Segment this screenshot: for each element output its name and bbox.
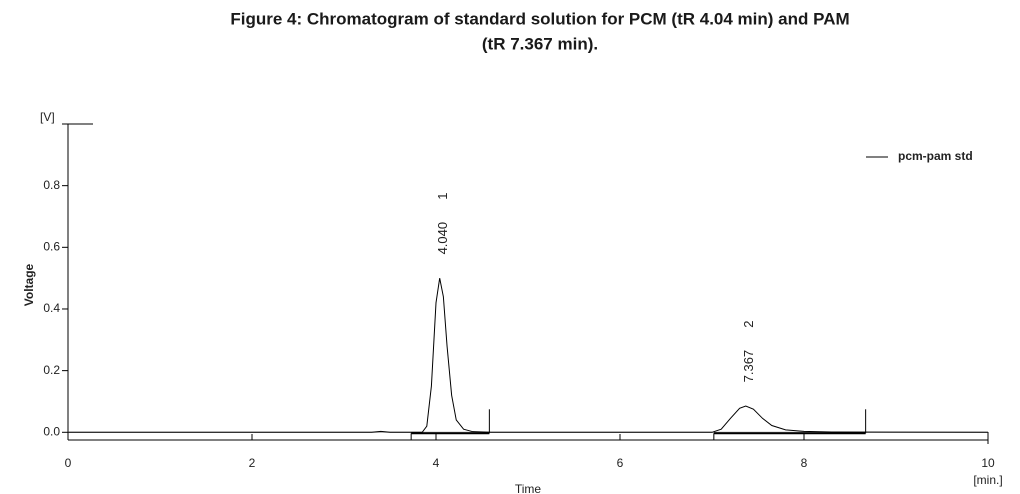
x-tick-label: 4 (433, 456, 440, 470)
y-tick-label: 0.6 (43, 239, 60, 253)
trace-line (68, 278, 989, 433)
x-tick-label: 0 (65, 456, 72, 470)
y-tick-label: 0.2 (43, 363, 60, 377)
peak-time-label: 4.040 (435, 222, 450, 255)
chart-subtitle: (tR 7.367 min). (482, 34, 598, 53)
peak-number-label: 2 (741, 320, 756, 327)
x-tick-label: 6 (617, 456, 624, 470)
x-tick-label: 2 (249, 456, 256, 470)
legend-label: pcm-pam std (898, 149, 973, 163)
y-axis-label: Voltage (22, 263, 36, 306)
y-tick-label: 0.0 (43, 424, 60, 438)
peak-number-label: 1 (435, 193, 450, 200)
x-tick-label: 8 (801, 456, 808, 470)
y-unit: [V] (40, 110, 55, 124)
x-unit: [min.] (973, 473, 1002, 487)
y-tick-label: 0.4 (43, 301, 60, 315)
y-tick-label: 0.8 (43, 178, 60, 192)
peak-time-label: 7.367 (741, 350, 756, 383)
x-axis-label: Time (515, 482, 542, 494)
x-tick-label: 10 (981, 456, 995, 470)
chart-title: Figure 4: Chromatogram of standard solut… (230, 9, 849, 28)
